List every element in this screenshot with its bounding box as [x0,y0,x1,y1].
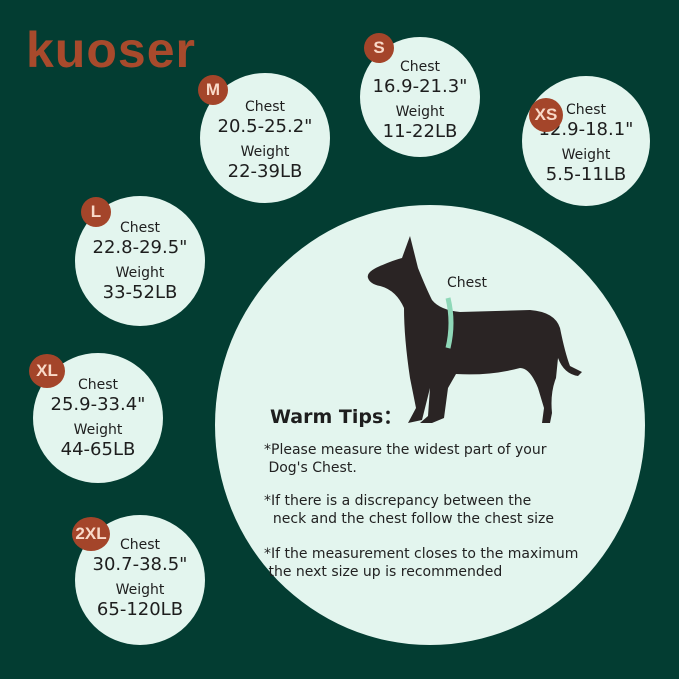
chest-value: 30.7-38.5" [92,554,188,575]
size-badge-l: L [81,197,111,227]
warm-tips-title: Warm Tips： [270,406,403,428]
weight-label: Weight [240,144,290,160]
weight-value: 5.5-11LB [545,164,627,185]
warm-tips-circle [215,205,645,645]
weight-label: Weight [115,265,165,281]
chest-label: Chest [565,102,607,118]
size-circle-xs: Chest 12.9-18.1" Weight 5.5-11LB [522,76,650,206]
size-badge-xl: XL [29,354,65,388]
dog-silhouette-icon [367,236,582,423]
chest-label: Chest [119,220,161,236]
weight-value: 22-39LB [227,161,303,182]
tip-item: *Please measure the widest part of your … [264,442,547,476]
measuring-tape-icon [445,297,454,349]
weight-value: 11-22LB [382,121,458,142]
weight-label: Weight [561,147,611,163]
weight-label: Weight [73,422,123,438]
chest-value: 12.9-18.1" [538,119,634,140]
weight-label: Weight [395,104,445,120]
weight-value: 65-120LB [96,599,184,620]
chest-label: Chest [399,59,441,75]
tip-item: *If the measurement closes to the maximu… [264,546,579,580]
chest-label: Chest [244,99,286,115]
tip-item: *If there is a discrepancy between the n… [264,493,555,527]
chest-value: 25.9-33.4" [50,394,146,415]
chest-label: Chest [119,537,161,553]
size-badge-xs: XS [529,98,563,132]
chest-value: 22.8-29.5" [92,237,188,258]
chest-label: Chest [77,377,119,393]
chest-value: 16.9-21.3" [372,76,468,97]
size-badge-s: S [364,33,394,63]
chest-value: 20.5-25.2" [217,116,313,137]
brand-logo: kuoser [26,22,196,78]
size-badge-2xl: 2XL [72,517,110,551]
chest-diagram-label: Chest [447,275,488,291]
size-badge-m: M [198,75,228,105]
weight-value: 44-65LB [60,439,136,460]
weight-value: 33-52LB [102,282,178,303]
weight-label: Weight [115,582,165,598]
